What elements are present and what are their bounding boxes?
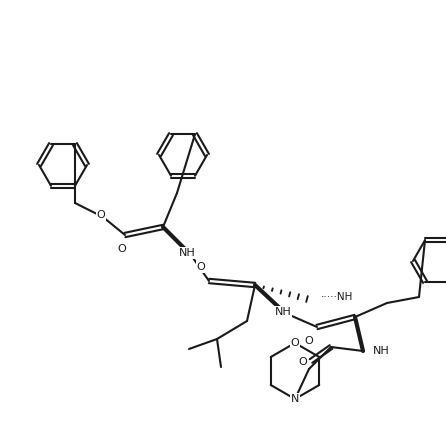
Text: N: N: [291, 394, 299, 404]
Text: O: O: [291, 338, 299, 348]
Text: O: O: [118, 244, 126, 254]
Text: NH: NH: [373, 346, 390, 356]
Text: NH: NH: [275, 307, 291, 317]
Text: ·····NH: ·····NH: [321, 292, 353, 302]
Text: O: O: [305, 336, 314, 346]
Text: O: O: [97, 210, 105, 220]
Text: O: O: [197, 262, 205, 272]
Text: NH: NH: [179, 248, 195, 258]
Text: O: O: [299, 357, 307, 367]
